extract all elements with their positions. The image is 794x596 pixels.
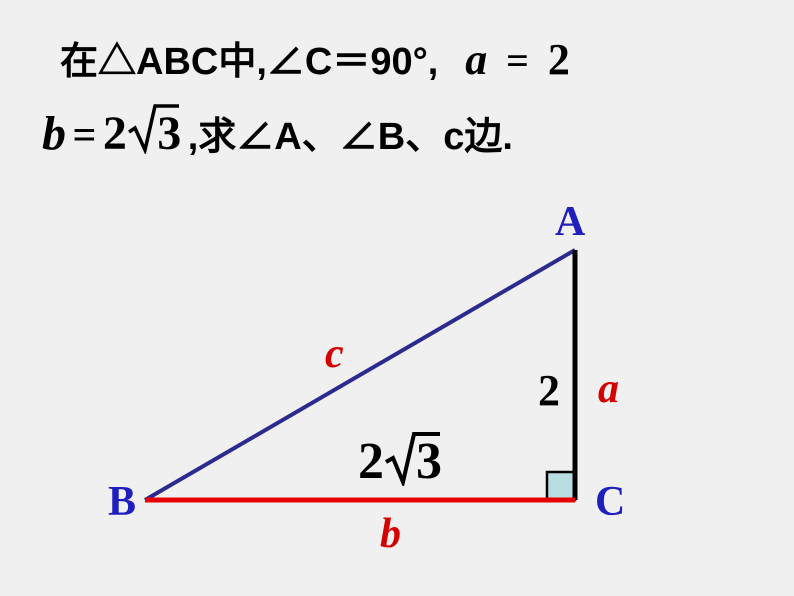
value-2: 2	[538, 365, 560, 416]
vertex-A: A	[555, 198, 585, 246]
sqrt-wrap-2: 3	[388, 432, 442, 491]
vertex-B: B	[108, 478, 136, 526]
right-angle-square	[547, 472, 575, 500]
val-coef: 2	[358, 433, 384, 490]
value-2sqrt3: 2 3	[358, 432, 442, 491]
sqrt-symbol-2	[384, 430, 442, 486]
side-a-label: a	[598, 365, 619, 413]
vertex-C: C	[595, 478, 625, 526]
side-b-label: b	[380, 510, 401, 558]
side-c-label: c	[325, 330, 344, 378]
